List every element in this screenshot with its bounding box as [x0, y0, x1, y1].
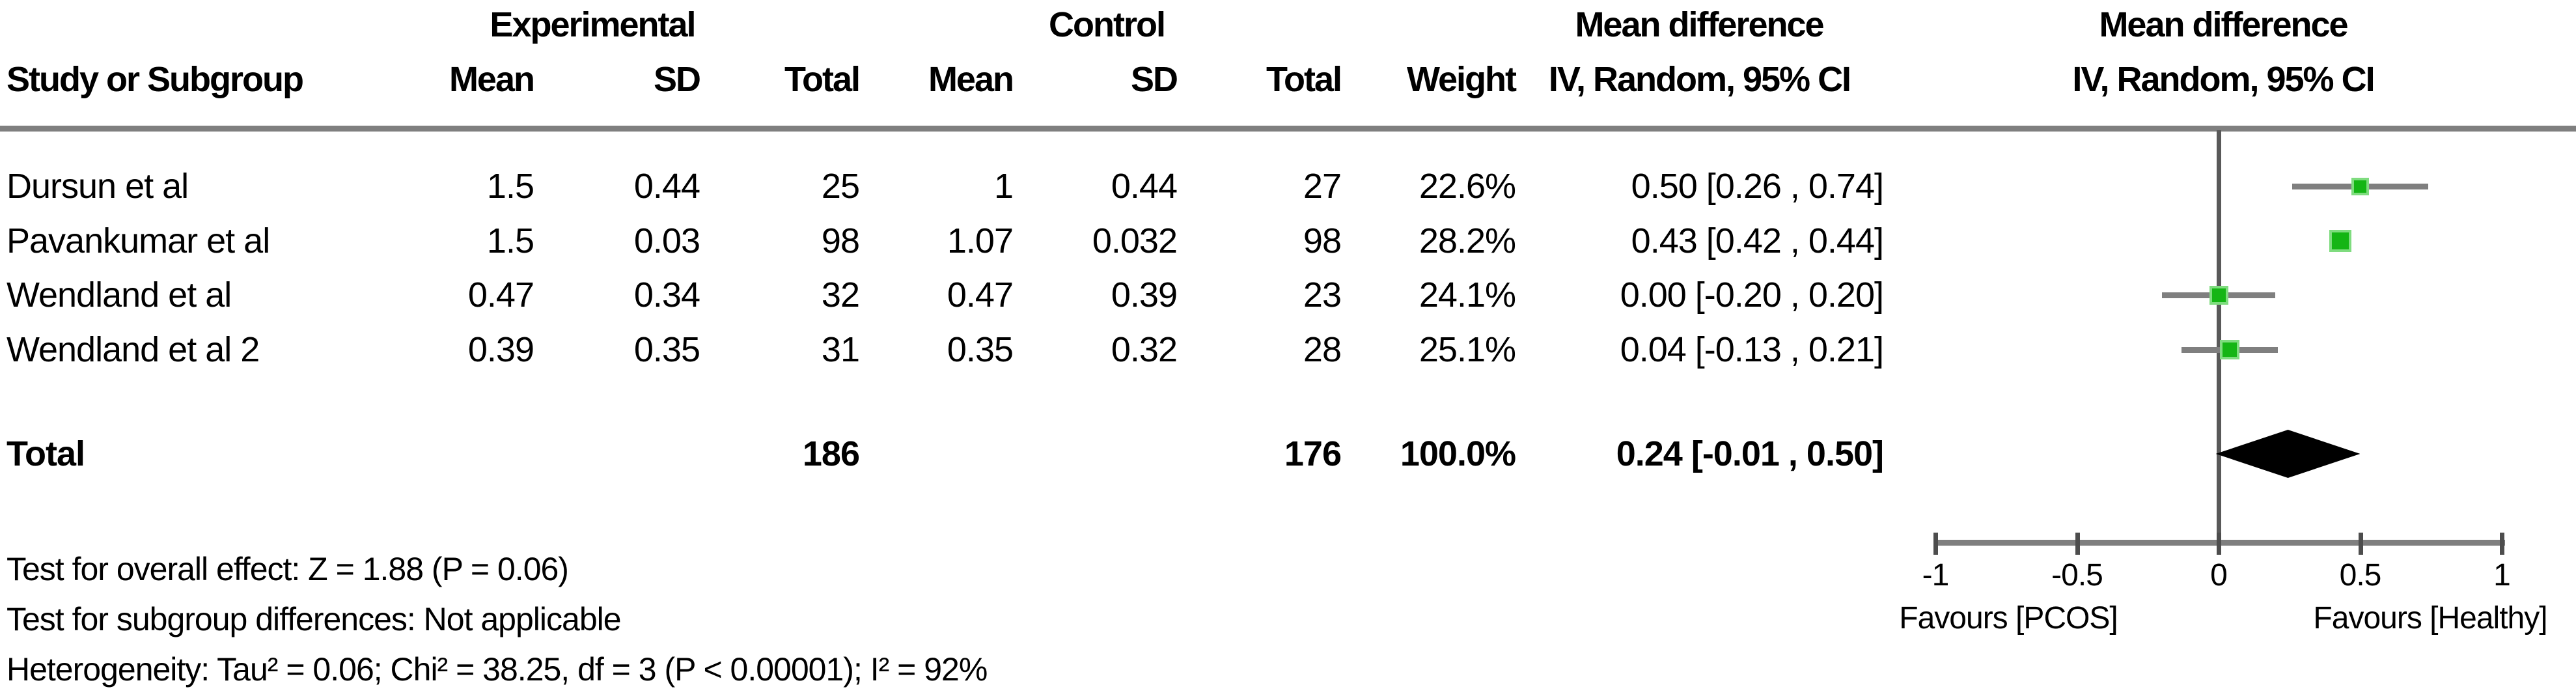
ctl-sd: 0.39: [1111, 275, 1178, 314]
favours-left-label: Favours [PCOS]: [1899, 601, 2118, 635]
group-header-control: Control: [1049, 5, 1166, 44]
col-header-exp-sd: SD: [653, 60, 701, 99]
exp-sd: 0.44: [633, 167, 700, 206]
favours-right-label: Favours [Healthy]: [2313, 601, 2547, 635]
exp-total: 25: [821, 167, 860, 206]
col-header-ctl-total: Total: [1266, 60, 1342, 99]
effect-square: [2220, 340, 2240, 359]
total-ctl-total: 176: [1284, 434, 1342, 473]
subgroup-differences-test-text: Test for subgroup differences: Not appli…: [7, 601, 622, 637]
study-name: Wendland et al 2: [7, 330, 260, 369]
header-divider-rule: [0, 126, 2576, 132]
ctl-mean: 1: [993, 167, 1014, 206]
ctl-mean: 0.47: [947, 275, 1014, 314]
axis-tick: [2075, 533, 2080, 555]
total-label: Total: [7, 434, 85, 473]
total-weight: 100.0%: [1400, 434, 1516, 473]
group-header-experimental: Experimental: [490, 5, 696, 44]
axis-tick: [2358, 533, 2363, 555]
weight: 24.1%: [1419, 275, 1516, 314]
axis-tick: [2500, 533, 2504, 555]
group-header-mean-difference-plot: Mean difference: [2099, 5, 2348, 44]
col-header-ci-plot: IV, Random, 95% CI: [2072, 60, 2375, 99]
total-exp-total: 186: [802, 434, 860, 473]
ci-text: 0.00 [-0.20 , 0.20]: [1620, 275, 1884, 314]
exp-sd: 0.34: [633, 275, 700, 314]
total-diamond: [2215, 430, 2361, 478]
col-header-study: Study or Subgroup: [7, 60, 304, 99]
exp-mean: 0.39: [467, 330, 534, 369]
exp-total: 98: [821, 221, 860, 260]
study-name: Dursun et al: [7, 167, 189, 206]
weight: 28.2%: [1419, 221, 1516, 260]
exp-mean: 1.5: [486, 167, 534, 206]
axis-tick-label: -1: [1922, 558, 1950, 593]
weight: 22.6%: [1419, 167, 1516, 206]
ctl-sd: 0.32: [1111, 330, 1178, 369]
total-ci-text: 0.24 [-0.01 , 0.50]: [1616, 434, 1884, 473]
axis-tick: [1933, 533, 1938, 555]
axis-tick-label: 0: [2210, 558, 2228, 593]
heterogeneity-text: Heterogeneity: Tau² = 0.06; Chi² = 38.25…: [7, 651, 988, 688]
effect-square: [2329, 230, 2352, 252]
axis-tick-label: 1: [2493, 558, 2511, 593]
col-header-exp-total: Total: [784, 60, 861, 99]
col-header-ctl-mean: Mean: [928, 60, 1014, 99]
effect-square: [2209, 285, 2228, 305]
table-row: Wendland et al 2 0.39 0.35 31 0.35 0.32 …: [7, 330, 1884, 369]
axis-tick-label: -0.5: [2051, 558, 2103, 593]
weight: 25.1%: [1419, 330, 1516, 369]
effect-square: [2351, 177, 2369, 195]
col-header-ci: IV, Random, 95% CI: [1548, 60, 1851, 99]
ctl-mean: 1.07: [947, 221, 1014, 260]
exp-sd: 0.03: [633, 221, 700, 260]
ci-text: 0.50 [0.26 , 0.74]: [1631, 167, 1884, 206]
col-header-exp-mean: Mean: [449, 60, 535, 99]
ci-text: 0.04 [-0.13 , 0.21]: [1620, 330, 1884, 369]
zero-effect-line: [2217, 130, 2221, 555]
ctl-total: 98: [1303, 221, 1342, 260]
table-row: Wendland et al 0.47 0.34 32 0.47 0.39 23…: [7, 275, 1884, 314]
ctl-mean: 0.35: [947, 330, 1014, 369]
ctl-sd: 0.44: [1111, 167, 1178, 206]
col-header-weight: Weight: [1407, 60, 1517, 99]
ctl-sd: 0.032: [1092, 221, 1178, 260]
column-header-row: Study or Subgroup Mean SD Total Mean SD …: [7, 61, 1883, 98]
total-row: Total 186 176 100.0% 0.24 [-0.01 , 0.50]: [7, 434, 1884, 473]
exp-mean: 0.47: [467, 275, 534, 314]
axis-tick: [2217, 533, 2221, 555]
exp-total: 32: [821, 275, 860, 314]
group-header-mean-difference: Mean difference: [1575, 5, 1824, 44]
ci-text: 0.43 [0.42 , 0.44]: [1631, 221, 1884, 260]
exp-total: 31: [821, 330, 860, 369]
ctl-total: 27: [1303, 167, 1342, 206]
axis-tick-label: 0.5: [2339, 558, 2382, 593]
study-name: Pavankumar et al: [7, 221, 270, 260]
table-row: Dursun et al 1.5 0.44 25 1 0.44 27 22.6%…: [7, 167, 1884, 206]
ctl-total: 23: [1303, 275, 1342, 314]
overall-effect-test-text: Test for overall effect: Z = 1.88 (P = 0…: [7, 551, 569, 587]
study-name: Wendland et al: [7, 275, 232, 314]
table-row: Pavankumar et al 1.5 0.03 98 1.07 0.032 …: [7, 221, 1884, 260]
exp-mean: 1.5: [486, 221, 534, 260]
col-header-ctl-sd: SD: [1130, 60, 1178, 99]
ctl-total: 28: [1303, 330, 1342, 369]
exp-sd: 0.35: [633, 330, 700, 369]
